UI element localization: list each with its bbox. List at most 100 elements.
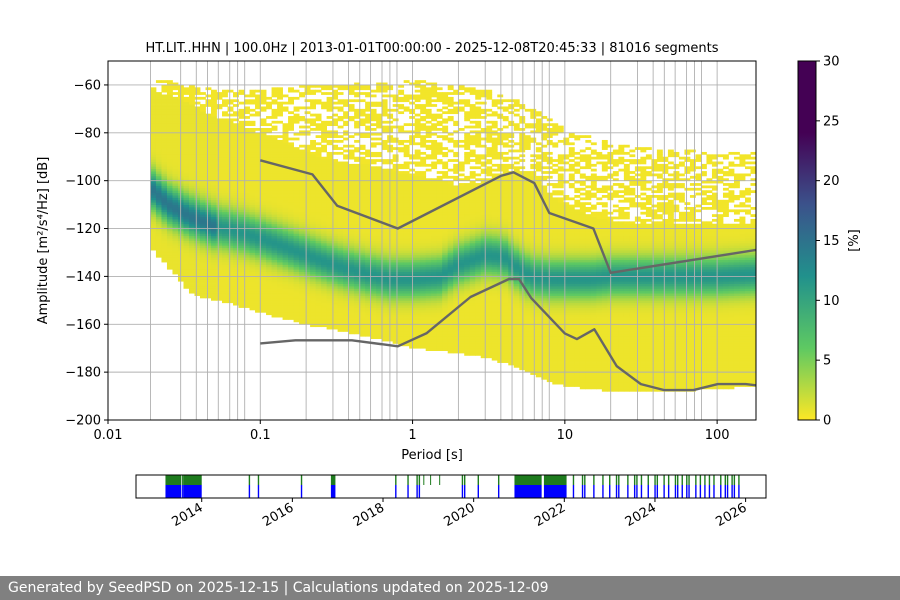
density-cell — [238, 209, 245, 213]
density-cell — [425, 336, 432, 340]
density-cell — [205, 274, 212, 277]
density-cell — [249, 276, 256, 280]
density-cell — [376, 192, 383, 196]
density-cell — [398, 192, 405, 196]
density-cell — [304, 233, 311, 237]
density-cell — [370, 221, 377, 225]
density-cell — [155, 192, 162, 196]
density-cell — [304, 295, 311, 299]
density-cell — [370, 214, 377, 217]
density-cell — [425, 276, 432, 280]
density-cell — [172, 106, 179, 110]
density-cell — [304, 302, 311, 306]
density-cell — [354, 195, 361, 198]
density-cell — [365, 149, 372, 153]
density-cell — [266, 147, 272, 150]
density-cell — [431, 341, 438, 344]
density-cell — [321, 156, 328, 160]
density-cell — [381, 120, 388, 124]
density-cell — [238, 89, 245, 93]
density-cell — [337, 211, 344, 215]
density-cell — [420, 195, 427, 198]
density-cell — [321, 149, 328, 153]
density-cell — [188, 187, 195, 191]
density-cell — [398, 195, 405, 198]
density-cell — [348, 264, 355, 268]
density-cell — [282, 197, 289, 201]
density-cell — [199, 132, 206, 136]
density-cell — [161, 187, 168, 191]
density-cell — [453, 89, 460, 93]
density-cell — [166, 161, 173, 165]
density-cell — [161, 137, 168, 141]
density-cell — [343, 281, 350, 284]
density-cell — [392, 295, 399, 299]
density-cell — [420, 173, 427, 177]
density-cell — [464, 345, 471, 349]
density-cell — [431, 187, 438, 191]
density-cell — [453, 276, 460, 280]
density-cell — [199, 262, 206, 265]
density-cell — [464, 269, 471, 273]
density-cell — [299, 281, 305, 284]
density-cell — [233, 113, 239, 117]
density-cell — [293, 307, 300, 311]
density-cell — [166, 199, 173, 203]
density-cell — [227, 185, 234, 189]
density-cell — [326, 259, 333, 263]
density-cell — [244, 94, 250, 98]
density-cell — [282, 266, 289, 270]
density-cell — [447, 319, 454, 323]
density-cell — [194, 285, 201, 289]
density-cell — [194, 223, 201, 227]
density-cell — [244, 252, 250, 256]
density-cell — [271, 228, 278, 232]
density-cell — [288, 297, 294, 301]
density-cell — [211, 274, 217, 277]
density-cell — [392, 99, 399, 103]
density-cell — [238, 297, 245, 301]
density-cell — [370, 257, 377, 261]
density-cell — [447, 116, 454, 119]
density-cell — [359, 218, 366, 222]
density-cell — [381, 104, 388, 107]
density-cell — [304, 197, 311, 201]
density-cell — [321, 288, 328, 292]
density-cell — [354, 230, 361, 234]
density-cell — [442, 333, 449, 337]
density-cell — [249, 250, 256, 253]
density-cell — [233, 250, 239, 253]
density-cell — [172, 125, 179, 129]
density-cell — [332, 302, 339, 306]
density-cell — [332, 326, 339, 330]
density-cell — [348, 305, 355, 308]
density-cell — [255, 142, 261, 146]
density-cell — [326, 235, 333, 239]
density-cell — [188, 137, 195, 141]
density-cell — [414, 290, 421, 294]
density-cell — [414, 209, 421, 213]
density-cell — [199, 113, 206, 117]
density-cell — [337, 118, 344, 122]
density-cell — [249, 147, 256, 150]
density-cell — [233, 168, 239, 172]
density-cell — [299, 211, 305, 215]
density-cell — [304, 130, 311, 134]
density-cell — [249, 199, 256, 203]
density-cell — [188, 221, 195, 225]
density-cell — [447, 285, 454, 289]
density-cell — [277, 92, 283, 95]
density-cell — [332, 321, 339, 325]
density-cell — [398, 305, 405, 308]
density-cell — [299, 319, 305, 323]
density-cell — [216, 226, 223, 229]
density-cell — [172, 228, 179, 232]
density-cell — [392, 104, 399, 107]
density-cell — [420, 199, 427, 203]
density-cell — [194, 92, 201, 95]
density-cell — [376, 187, 383, 191]
density-cell — [211, 96, 217, 100]
density-cell — [310, 266, 316, 270]
density-cell — [458, 329, 465, 332]
density-cell — [332, 92, 339, 95]
